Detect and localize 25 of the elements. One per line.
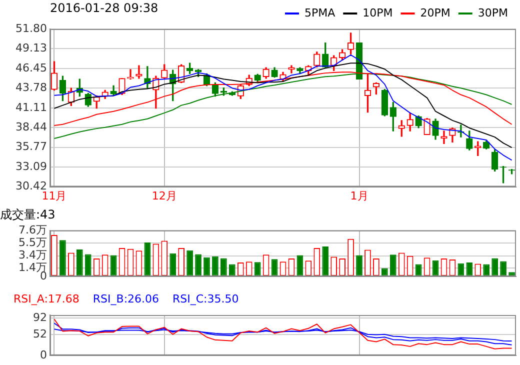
- legend-label: 10PM: [362, 6, 393, 20]
- y-tick-label: 46.45: [16, 61, 47, 74]
- x-tick-label: 12月: [152, 189, 177, 202]
- y-tick-label: 0: [40, 348, 47, 362]
- y-tick-label: 41.11: [16, 100, 47, 114]
- y-tick-label: 92: [33, 311, 47, 324]
- chart-title: 2016-01-28 09:38: [50, 1, 158, 15]
- y-tick-label: 51.80: [16, 22, 47, 35]
- legend-label: 5PMA: [304, 6, 336, 20]
- y-tick-label: 7.6万: [18, 223, 47, 236]
- chart-title: 成交量:43: [0, 207, 56, 222]
- series-label: RSI_A:17.68: [14, 292, 80, 306]
- y-tick-label: 33.09: [16, 160, 47, 173]
- text: RSI_C:35.50: [172, 292, 239, 306]
- y-tick-label: 35.77: [16, 140, 47, 154]
- x-tick-label: 1月: [350, 189, 368, 202]
- text: RSI_B:26.06: [92, 292, 160, 306]
- y-tick-label: 49.13: [16, 42, 47, 55]
- y-tick-label: 38.44: [16, 120, 47, 134]
- legend-label: 30PM: [478, 6, 508, 20]
- legend-label: 20PM: [420, 6, 450, 20]
- y-tick-label: 52: [33, 327, 47, 340]
- y-tick-label: 5.5万: [18, 236, 47, 249]
- y-tick-label: 3.4万: [18, 248, 47, 262]
- y-tick-label: 43.78: [16, 81, 47, 94]
